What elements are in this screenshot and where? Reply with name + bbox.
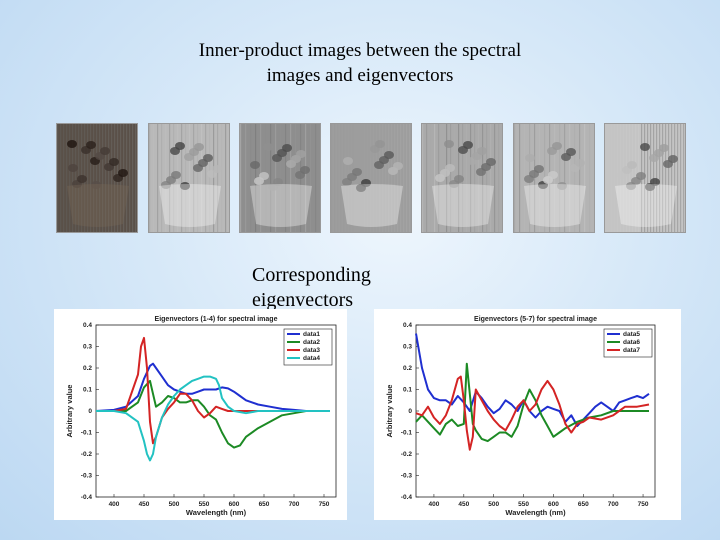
caption-line-1: Corresponding (252, 264, 371, 286)
eigen-image-5 (421, 123, 503, 233)
y-tick-label: -0.3 (81, 473, 93, 480)
y-tick-label: -0.4 (81, 494, 93, 501)
y-tick-label: -0.4 (401, 494, 413, 501)
x-tick-label: 550 (199, 501, 210, 508)
x-tick-label: 700 (289, 501, 300, 508)
series-line-data2 (96, 379, 330, 449)
y-tick-label: -0.3 (401, 473, 413, 480)
x-tick-label: 700 (608, 501, 619, 508)
x-axis-label: Wavelength (nm) (505, 508, 566, 517)
series-line-data6 (415, 362, 649, 443)
y-tick-label: 0.1 (83, 387, 92, 394)
eigen-image-4 (330, 123, 412, 233)
y-tick-label: 0.1 (403, 387, 412, 394)
eigen-image-1 (56, 123, 138, 233)
y-tick-label: -0.2 (401, 451, 413, 458)
y-tick-label: 0.2 (83, 365, 92, 372)
series-line-data7 (415, 375, 650, 451)
legend-label-data1: data1 (303, 331, 320, 338)
y-tick-label: 0.4 (83, 322, 92, 329)
x-tick-label: 450 (458, 501, 469, 508)
x-tick-label: 650 (259, 501, 270, 508)
chart-title: Eigenvectors (1-4) for spectral image (155, 316, 278, 323)
page-title: Inner-product images between the spectra… (150, 38, 570, 88)
series-line-data5 (415, 333, 650, 427)
eigen-image-2 (148, 123, 230, 233)
title-line-1: Inner-product images between the spectra… (198, 40, 522, 61)
y-tick-label: 0 (408, 408, 412, 415)
x-tick-label: 450 (139, 501, 150, 508)
x-tick-label: 750 (319, 501, 330, 508)
x-axis-label: Wavelength (nm) (186, 508, 247, 517)
y-tick-label: 0.2 (403, 365, 412, 372)
x-tick-label: 500 (488, 501, 499, 508)
y-tick-label: -0.1 (401, 430, 413, 437)
y-axis-label: Arbitrary value (65, 385, 74, 438)
legend-label-data6: data6 (623, 339, 640, 346)
chart-title: Eigenvectors (5-7) for spectral image (474, 316, 597, 323)
legend-label-data2: data2 (303, 339, 320, 346)
x-tick-label: 600 (229, 501, 240, 508)
x-tick-label: 500 (169, 501, 180, 508)
eigenvectors-1-4-chart: Eigenvectors (1-4) for spectral image 0.4… (65, 316, 337, 517)
eigen-image-7 (604, 123, 686, 233)
x-tick-label: 750 (638, 501, 649, 508)
chart-panel-2: Eigenvectors (5-7) for spectral image 0.4… (374, 309, 681, 520)
chart-panel-1: Eigenvectors (1-4) for spectral image 0.4… (54, 309, 347, 520)
y-tick-label: 0 (88, 408, 92, 415)
y-tick-label: 0.3 (403, 344, 412, 351)
legend-label-data4: data4 (303, 355, 320, 362)
y-tick-label: -0.2 (81, 451, 93, 458)
eigen-image-6 (513, 123, 595, 233)
eigenvectors-5-7-chart: Eigenvectors (5-7) for spectral image 0.4… (385, 316, 656, 517)
caption-line-2: eigenvectors (252, 289, 354, 311)
series-line-data4 (96, 375, 330, 462)
legend-label-data7: data7 (623, 347, 640, 354)
legend-label-data3: data3 (303, 347, 320, 354)
eigen-image-3 (239, 123, 321, 233)
y-axis-label: Arbitrary value (385, 385, 394, 438)
legend-label-data5: data5 (623, 331, 640, 338)
y-tick-label: -0.1 (81, 430, 93, 437)
y-tick-label: 0.3 (83, 344, 92, 351)
series-line-data1 (95, 362, 330, 412)
x-tick-label: 400 (109, 501, 120, 508)
eigenvector-caption: Corresponding eigenvectors (252, 263, 371, 313)
x-tick-label: 550 (518, 501, 529, 508)
x-tick-label: 600 (548, 501, 559, 508)
x-tick-label: 400 (428, 501, 439, 508)
y-tick-label: 0.4 (403, 322, 412, 329)
x-tick-label: 650 (578, 501, 589, 508)
title-line-2: images and eigenvectors (266, 65, 454, 86)
